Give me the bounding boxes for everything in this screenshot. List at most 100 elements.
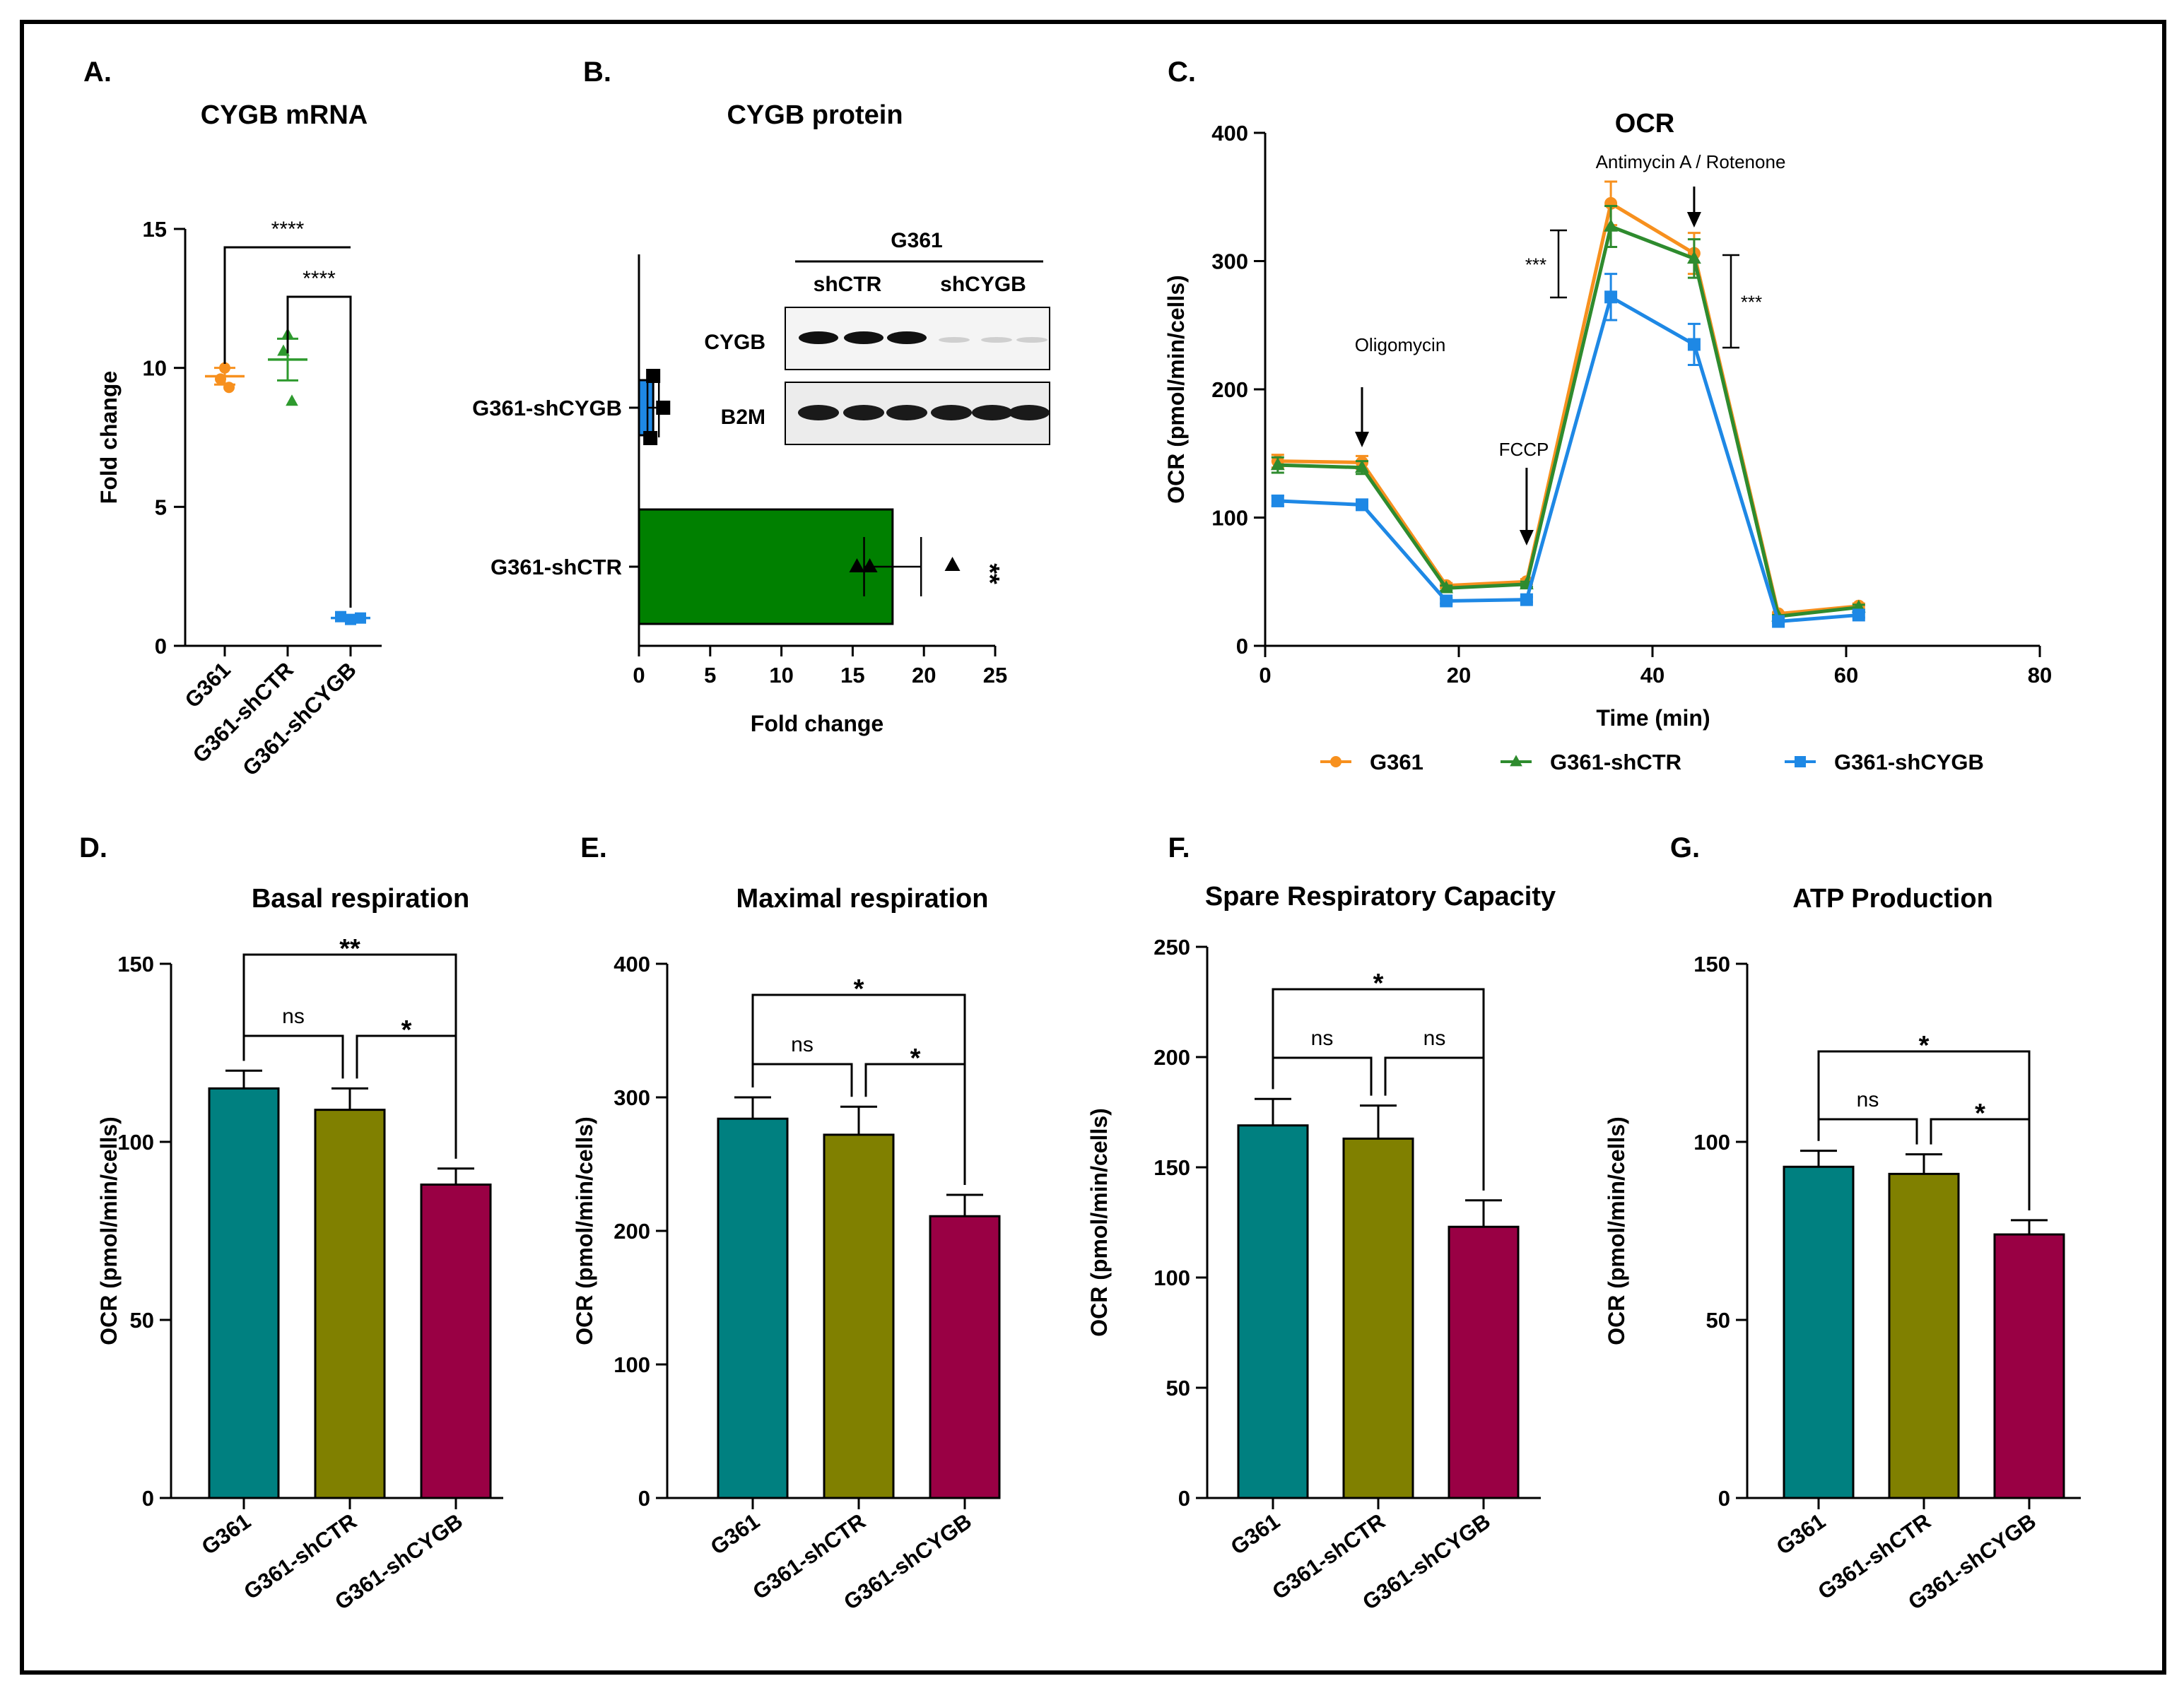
significance-label: * xyxy=(910,1044,921,1073)
panel-label: C. xyxy=(1168,57,1196,88)
data-point xyxy=(219,362,230,374)
chart-title: OCR xyxy=(1615,109,1674,138)
data-point xyxy=(1439,580,1454,594)
legend-label: G361 xyxy=(1370,750,1423,774)
y-tick-label: 100 xyxy=(613,1352,650,1377)
y-tick-label: 0 xyxy=(155,634,167,659)
y-axis-label: OCR (pmol/min/cells) xyxy=(96,1116,122,1345)
arrow-head xyxy=(1519,530,1534,545)
y-tick-label: 0 xyxy=(142,1486,154,1511)
significance-label: ns xyxy=(1857,1088,1879,1111)
blot-band xyxy=(1016,337,1047,343)
significance-label: *** xyxy=(1525,254,1546,276)
y-tick-label: 300 xyxy=(1211,249,1248,274)
blot-band xyxy=(886,405,927,420)
blot-band-label: B2M xyxy=(721,406,765,429)
y-axis-label: OCR (pmol/min/cells) xyxy=(1086,1108,1112,1337)
significance-bracket: * xyxy=(864,1044,966,1185)
y-tick-label: 150 xyxy=(1693,952,1730,977)
injection-label: FCCP xyxy=(1499,439,1549,460)
panel-label: D. xyxy=(79,832,107,863)
significance-label: **** xyxy=(271,218,305,241)
y-tick-label: 200 xyxy=(1153,1045,1190,1070)
data-point xyxy=(646,369,661,383)
significance-bracket: * xyxy=(356,1015,457,1159)
bracket-line xyxy=(242,1034,344,1079)
panel-label: G. xyxy=(1670,832,1700,863)
x-tick-label: 60 xyxy=(1834,663,1858,688)
y-tick-label: 10 xyxy=(143,356,167,381)
significance-label: * xyxy=(854,974,864,1004)
significance-label: * xyxy=(1919,1031,1930,1061)
legend: G361 G361-shCTR G361-shCYGB xyxy=(1320,750,1984,774)
data-point xyxy=(862,558,878,572)
x-tick-label: 20 xyxy=(1447,663,1471,688)
y-tick-label: 50 xyxy=(130,1308,154,1333)
data-point xyxy=(944,557,961,571)
data-point xyxy=(1687,251,1701,264)
significance-bracket: ns xyxy=(751,1033,853,1097)
chart-title: CYGB protein xyxy=(727,100,903,130)
significance-bracket: *** xyxy=(1525,229,1567,299)
y-axis-label: OCR (pmol/min/cells) xyxy=(572,1116,597,1345)
injection-annotation: Antimycin A / Rotenone xyxy=(1596,151,1785,228)
western-blot-inset: G361 shCTR shCYGB CYGB B2M xyxy=(704,229,1050,445)
y-axis-label: Fold change xyxy=(96,371,122,504)
data-point xyxy=(335,610,346,623)
data-point xyxy=(223,382,235,394)
x-axis-label: Fold change xyxy=(751,711,883,736)
significance-label: ** xyxy=(339,934,360,964)
y-tick-label: 100 xyxy=(1211,506,1248,531)
y-tick-label: G361-shCYGB xyxy=(472,396,622,420)
y-tick-label: 100 xyxy=(1153,1266,1190,1290)
bracket-line xyxy=(864,1063,966,1185)
x-tick-label: 5 xyxy=(704,663,716,688)
significance-label: ns xyxy=(1423,1027,1446,1050)
bar xyxy=(420,1183,492,1499)
series-line xyxy=(1277,294,1860,624)
arrow-head xyxy=(1686,212,1701,228)
chart-title: Basal respiration xyxy=(252,884,469,914)
significance-label: * xyxy=(1373,969,1384,998)
y-tick-label: 5 xyxy=(155,495,167,519)
significance-bracket: ns xyxy=(1384,1027,1485,1191)
y-tick-label: 0 xyxy=(1178,1486,1190,1511)
panel-e-chart: E. Maximal respiration 0 100 200 300 400 OCR (p… xyxy=(572,832,1001,1615)
bar xyxy=(929,1215,1001,1499)
legend-marker xyxy=(1795,756,1806,767)
data-point xyxy=(277,344,290,356)
y-tick-label: 0 xyxy=(1236,634,1248,659)
significance-label: ** xyxy=(975,563,1004,584)
y-tick-label: 15 xyxy=(143,217,167,242)
bracket-line xyxy=(1817,1118,1918,1145)
bar xyxy=(1783,1165,1855,1499)
chart-title: ATP Production xyxy=(1792,884,1993,914)
arrow-head xyxy=(1355,432,1369,447)
x-tick-label: 40 xyxy=(1640,663,1665,688)
bracket-line xyxy=(286,295,352,608)
significance-bracket: ns xyxy=(242,1005,344,1079)
panel-label: E. xyxy=(580,832,607,863)
significance-label: **** xyxy=(303,267,336,290)
y-axis-label: OCR (pmol/min/cells) xyxy=(1163,275,1189,504)
significance-label: ns xyxy=(791,1033,814,1056)
data-point xyxy=(1355,459,1369,473)
bracket-line xyxy=(1384,1056,1485,1191)
data-point xyxy=(1270,457,1285,471)
blot-band xyxy=(1009,405,1050,420)
blot-group-label: shCYGB xyxy=(940,273,1026,296)
bracket-line xyxy=(1272,1056,1373,1096)
y-tick-label: 200 xyxy=(1211,377,1248,402)
significance-bracket: ns xyxy=(1272,1027,1373,1096)
data-point xyxy=(849,558,865,572)
x-tick-label: 20 xyxy=(912,663,936,688)
y-tick-label: 0 xyxy=(638,1486,650,1511)
data-point xyxy=(643,431,658,445)
blot-band xyxy=(939,337,970,343)
y-axis-label: OCR (pmol/min/cells) xyxy=(1604,1116,1629,1345)
blot-band xyxy=(887,331,927,344)
y-tick-label: 400 xyxy=(1211,121,1248,146)
bar xyxy=(208,1087,280,1499)
injection-annotation: FCCP xyxy=(1499,439,1549,545)
